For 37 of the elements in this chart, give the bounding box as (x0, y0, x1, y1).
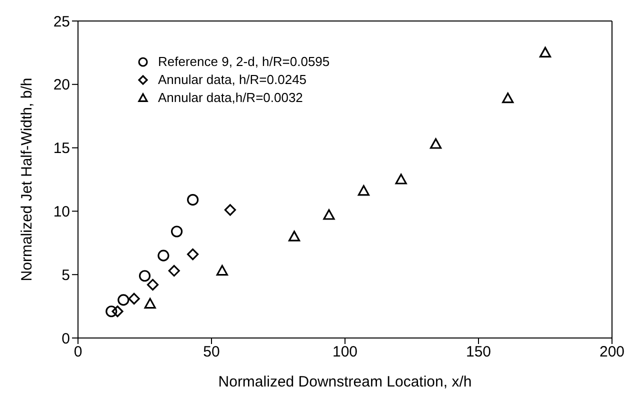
point (112, 306, 124, 318)
x-tick-label: 50 (203, 344, 220, 361)
point (144, 298, 156, 309)
y-tick-label: 20 (53, 76, 70, 94)
legend-label: Annular data,h/R=0.0032 (158, 89, 303, 107)
legend-label: Annular data, h/R=0.0245 (158, 71, 307, 89)
point (128, 292, 140, 304)
point (288, 230, 300, 242)
point (358, 185, 370, 196)
point (106, 306, 118, 318)
point (216, 264, 228, 276)
x-tick-label: 100 (332, 344, 358, 361)
y-tick-label: 25 (53, 13, 70, 30)
y-tick-label: 5 (62, 266, 70, 284)
point (539, 46, 552, 58)
y-axis-title: Normalized Jet Half-Width, b/h (18, 78, 36, 282)
point (395, 174, 407, 184)
x-tick-label: 150 (466, 344, 492, 361)
x-axis-title: Normalized Downstream Location, x/h (218, 374, 472, 391)
point (502, 92, 514, 104)
legend-label: Reference 9, 2-d, h/R=0.0595 (158, 53, 330, 71)
point (118, 294, 130, 306)
point (187, 248, 199, 260)
point (430, 138, 442, 149)
point (170, 226, 183, 238)
point (224, 204, 236, 216)
point (158, 250, 170, 262)
point (146, 278, 159, 291)
point (323, 209, 335, 220)
y-tick-label: 0 (62, 330, 70, 348)
point (138, 270, 151, 282)
x-tick-label: 200 (599, 344, 625, 361)
point (187, 194, 199, 206)
x-tick-label: 0 (74, 344, 82, 361)
y-tick-label: 10 (53, 204, 70, 221)
y-tick-label: 15 (53, 140, 70, 158)
point (168, 264, 180, 277)
